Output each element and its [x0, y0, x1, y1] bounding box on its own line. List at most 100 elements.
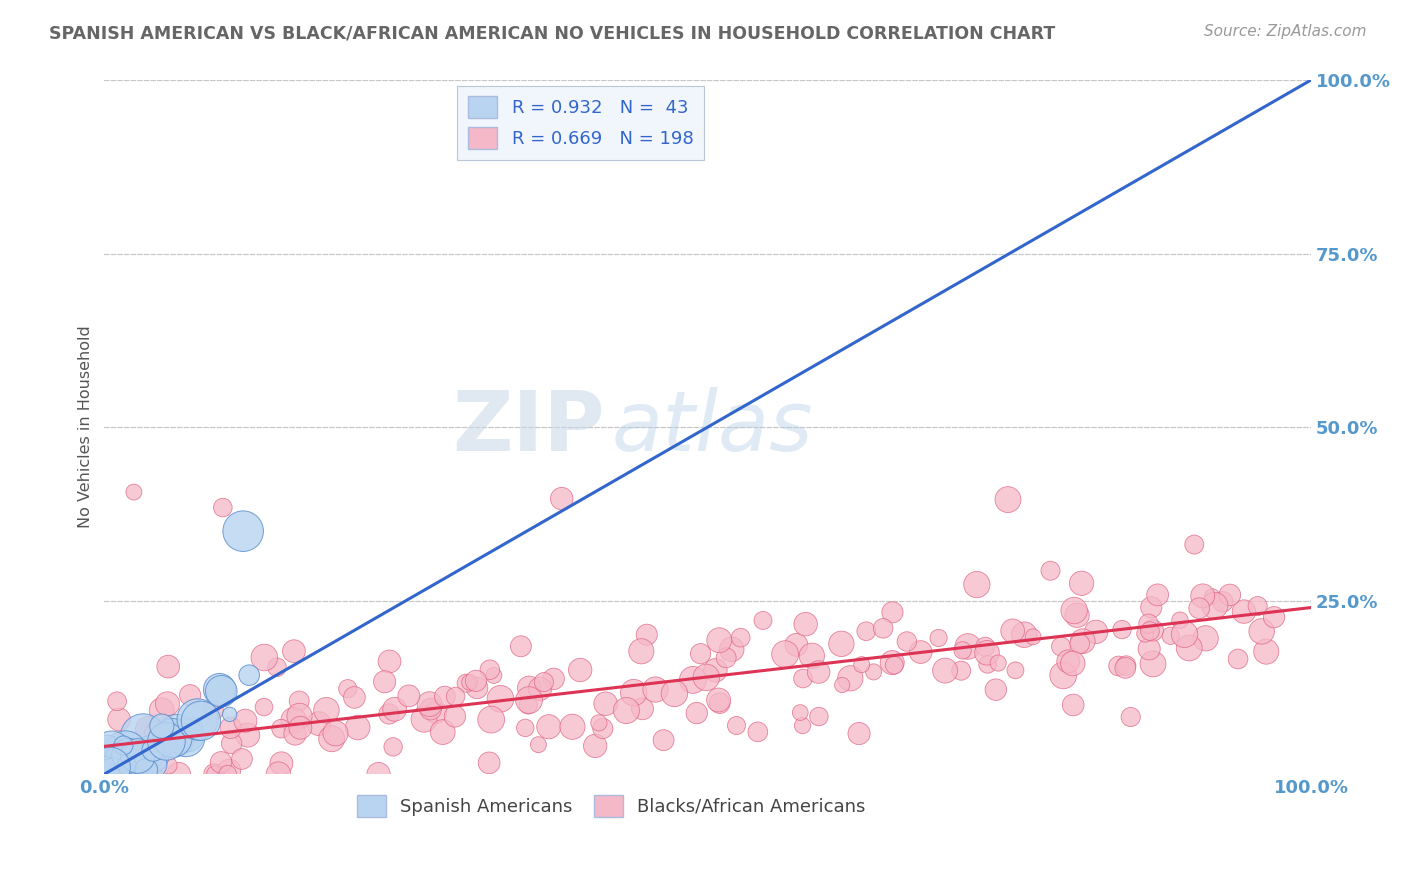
Point: [336, 681, 359, 696]
Point: [792, 672, 814, 686]
Point: [883, 658, 905, 673]
Point: [184, 718, 207, 732]
Point: [1191, 589, 1213, 603]
Point: [166, 726, 188, 740]
Point: [128, 765, 150, 780]
Point: [114, 747, 136, 761]
Point: [517, 698, 540, 712]
Point: [630, 644, 652, 658]
Point: [789, 706, 811, 720]
Point: [1070, 576, 1092, 591]
Point: [515, 721, 537, 735]
Point: [136, 722, 159, 736]
Point: [131, 767, 153, 781]
Point: [747, 724, 769, 739]
Point: [644, 682, 666, 697]
Point: [682, 673, 704, 687]
Point: [139, 747, 162, 762]
Point: [325, 726, 347, 740]
Point: [588, 715, 610, 730]
Point: [1050, 640, 1073, 654]
Point: [636, 628, 658, 642]
Point: [105, 694, 128, 708]
Point: [204, 767, 226, 781]
Y-axis label: No Vehicles in Household: No Vehicles in Household: [79, 326, 93, 528]
Point: [122, 485, 145, 500]
Point: [976, 657, 998, 672]
Point: [218, 764, 240, 778]
Point: [142, 743, 165, 757]
Point: [1256, 645, 1278, 659]
Point: [288, 709, 311, 723]
Point: [1137, 616, 1160, 631]
Point: [202, 703, 225, 717]
Point: [792, 718, 814, 732]
Point: [851, 657, 873, 672]
Point: [1142, 624, 1164, 638]
Point: [232, 524, 254, 538]
Point: [105, 754, 128, 768]
Point: [956, 640, 979, 654]
Point: [166, 731, 188, 745]
Point: [165, 731, 187, 746]
Point: [155, 734, 177, 748]
Point: [117, 748, 139, 763]
Point: [561, 720, 583, 734]
Point: [103, 767, 125, 781]
Point: [211, 500, 233, 515]
Point: [714, 650, 737, 665]
Point: [208, 682, 231, 697]
Point: [478, 663, 501, 677]
Point: [187, 712, 209, 726]
Point: [150, 703, 173, 717]
Point: [1160, 629, 1182, 643]
Point: [489, 691, 512, 706]
Point: [830, 637, 852, 651]
Point: [458, 675, 481, 690]
Point: [202, 767, 225, 781]
Point: [1014, 628, 1036, 642]
Point: [121, 753, 143, 767]
Point: [288, 694, 311, 708]
Point: [384, 702, 406, 716]
Point: [1178, 640, 1201, 655]
Point: [1085, 624, 1108, 639]
Point: [433, 690, 456, 704]
Point: [807, 665, 830, 679]
Point: [1219, 588, 1241, 602]
Point: [807, 709, 830, 723]
Point: [1173, 627, 1195, 641]
Point: [1201, 590, 1223, 604]
Point: [190, 714, 212, 728]
Point: [533, 675, 555, 690]
Point: [150, 719, 173, 733]
Point: [283, 714, 305, 728]
Point: [209, 756, 232, 770]
Point: [952, 643, 974, 657]
Point: [1139, 624, 1161, 638]
Point: [527, 738, 550, 752]
Point: [152, 734, 174, 748]
Point: [848, 726, 870, 740]
Point: [111, 754, 134, 768]
Point: [537, 720, 560, 734]
Point: [219, 721, 242, 735]
Point: [167, 767, 190, 781]
Point: [117, 757, 139, 772]
Point: [1263, 610, 1285, 624]
Point: [432, 725, 454, 739]
Point: [1066, 608, 1088, 623]
Point: [135, 763, 157, 777]
Point: [114, 763, 136, 777]
Point: [156, 697, 179, 711]
Point: [1212, 595, 1234, 609]
Point: [96, 767, 118, 781]
Point: [707, 693, 730, 707]
Point: [720, 642, 742, 657]
Point: [1062, 657, 1084, 671]
Point: [1227, 652, 1250, 666]
Point: [966, 577, 988, 591]
Point: [419, 702, 441, 716]
Point: [479, 713, 502, 727]
Point: [142, 747, 165, 761]
